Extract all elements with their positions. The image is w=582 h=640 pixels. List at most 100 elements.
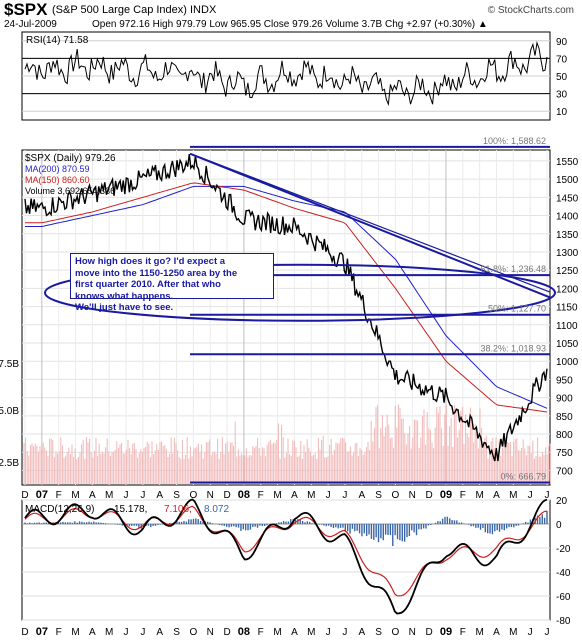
price-x-tick-label: J bbox=[545, 490, 550, 501]
macd-x-tick-label: M bbox=[71, 627, 79, 638]
macd-x-tick-label: 07 bbox=[36, 626, 48, 638]
price-tick-label: 800 bbox=[556, 430, 573, 441]
macd-value: 15.178, bbox=[114, 504, 147, 515]
price-x-tick-label: 09 bbox=[440, 489, 452, 501]
price-tick-label: 850 bbox=[556, 412, 573, 423]
price-x-tick-label: S bbox=[375, 490, 382, 501]
annotation-line: first quarter 2010. After that who bbox=[75, 279, 221, 290]
macd-x-tick-label: S bbox=[375, 627, 382, 638]
macd-x-tick-label: O bbox=[189, 627, 197, 638]
price-x-tick-label: A bbox=[89, 490, 96, 501]
macd-x-tick-label: 08 bbox=[238, 626, 250, 638]
rsi-tick-label: 90 bbox=[556, 37, 568, 48]
ma200-legend: MA(200) 870.59 bbox=[25, 164, 90, 174]
price-x-tick-label: M bbox=[307, 490, 315, 501]
macd-x-tick-label: M bbox=[307, 627, 315, 638]
price-x-tick-label: J bbox=[528, 490, 533, 501]
macd-x-tick-label: A bbox=[89, 627, 96, 638]
price-x-tick-label: S bbox=[173, 490, 180, 501]
price-x-tick-label: A bbox=[358, 490, 365, 501]
price-x-tick-label: M bbox=[509, 490, 517, 501]
price-x-tick-label: O bbox=[392, 490, 400, 501]
target-zone-ellipse bbox=[44, 263, 556, 322]
price-tick-label: 1250 bbox=[556, 266, 579, 277]
price-x-tick-label: F bbox=[258, 490, 264, 501]
price-x-tick-label: 07 bbox=[36, 489, 48, 501]
price-x-tick-label: F bbox=[460, 490, 466, 501]
fibonacci-level-label: 61.8%: 1,236.48 bbox=[480, 264, 546, 274]
volume-tick-label: 7.5B bbox=[0, 359, 19, 370]
price-tick-label: 1000 bbox=[556, 357, 579, 368]
price-tick-label: 1200 bbox=[556, 284, 579, 295]
macd-x-tick-label: F bbox=[460, 627, 466, 638]
rsi-legend: RSI(14) 71.58 bbox=[26, 35, 89, 46]
ma200-line bbox=[25, 185, 548, 409]
price-x-tick-label: 08 bbox=[238, 489, 250, 501]
macd-x-tick-label: D bbox=[426, 627, 433, 638]
price-tick-label: 750 bbox=[556, 448, 573, 459]
price-x-tick-label: J bbox=[326, 490, 331, 501]
price-x-tick-label: J bbox=[342, 490, 347, 501]
price-x-tick-label: A bbox=[291, 490, 298, 501]
fibonacci-level-label: 0%: 666.79 bbox=[500, 472, 546, 482]
macd-x-tick-label: S bbox=[173, 627, 180, 638]
rsi-tick-label: 50 bbox=[556, 72, 568, 83]
macd-x-tick-label: J bbox=[342, 627, 347, 638]
watermark: © StockCharts.com bbox=[487, 5, 574, 16]
macd-legend: MACD(12,26,9) bbox=[25, 504, 94, 515]
price-x-tick-label: J bbox=[140, 490, 145, 501]
price-x-tick-label: F bbox=[56, 490, 62, 501]
price-x-tick-label: D bbox=[426, 490, 433, 501]
macd-tick-label: -20 bbox=[556, 544, 571, 555]
macd-x-tick-label: M bbox=[105, 627, 113, 638]
annotation-line: move into the 1150-1250 area by the bbox=[75, 267, 238, 279]
macd-x-tick-label: O bbox=[392, 627, 400, 638]
macd-x-tick-label: A bbox=[493, 627, 500, 638]
macd-x-tick-label: M bbox=[475, 627, 483, 638]
macd-panel bbox=[21, 499, 551, 621]
rsi-tick-label: 70 bbox=[556, 54, 568, 65]
volume-tick-label: 5.0B bbox=[0, 406, 19, 417]
price-tick-label: 1350 bbox=[556, 230, 579, 241]
fibonacci-level-label: 50%: 1,127.70 bbox=[488, 304, 546, 314]
price-x-tick-label: O bbox=[189, 490, 197, 501]
quote-date: 24-Jul-2009 bbox=[4, 19, 57, 30]
macd-tick-label: -80 bbox=[556, 616, 571, 627]
macd-x-tick-label: D bbox=[223, 627, 230, 638]
ticker-symbol: $SPX bbox=[4, 0, 48, 19]
price-x-tick-label: M bbox=[71, 490, 79, 501]
macd-x-tick-label: F bbox=[56, 627, 62, 638]
index-name: (S&P 500 Large Cap Index) INDX bbox=[52, 4, 217, 16]
price-tick-label: 900 bbox=[556, 394, 573, 405]
macd-tick-label: 20 bbox=[556, 496, 568, 507]
quote-line: Open 972.16 High 979.79 Low 965.95 Close… bbox=[92, 19, 488, 30]
macd-x-tick-label: J bbox=[140, 627, 145, 638]
price-tick-label: 1050 bbox=[556, 339, 579, 350]
price-tick-label: 1400 bbox=[556, 212, 579, 223]
price-line bbox=[24, 154, 548, 462]
macd-x-tick-label: J bbox=[326, 627, 331, 638]
rsi-tick-label: 30 bbox=[556, 90, 568, 101]
macd-x-tick-label: A bbox=[358, 627, 365, 638]
price-x-tick-label: D bbox=[223, 490, 230, 501]
ma150-line bbox=[25, 182, 548, 413]
price-x-tick-label: M bbox=[105, 490, 113, 501]
macd-x-tick-label: M bbox=[509, 627, 517, 638]
price-tick-label: 1150 bbox=[556, 303, 578, 314]
price-x-tick-label: N bbox=[409, 490, 416, 501]
macd-histogram-value: 8.072 bbox=[204, 504, 229, 515]
macd-tick-label: -40 bbox=[556, 568, 571, 579]
annotation-line: How high does it go? I'd expect a bbox=[75, 256, 226, 267]
rsi-line bbox=[24, 40, 548, 107]
price-tick-label: 700 bbox=[556, 466, 573, 477]
macd-x-tick-label: F bbox=[258, 627, 264, 638]
price-tick-label: 950 bbox=[556, 375, 573, 386]
ma150-legend: MA(150) 860.60 bbox=[25, 175, 90, 185]
fibonacci-level-label: 38.2%: 1,018.93 bbox=[480, 343, 546, 353]
price-tick-label: 1450 bbox=[556, 193, 579, 204]
volume-tick-label: 2.5B bbox=[0, 458, 19, 469]
price-x-tick-label: M bbox=[475, 490, 483, 501]
macd-x-tick-label: N bbox=[409, 627, 416, 638]
price-x-tick-label: D bbox=[21, 490, 28, 501]
